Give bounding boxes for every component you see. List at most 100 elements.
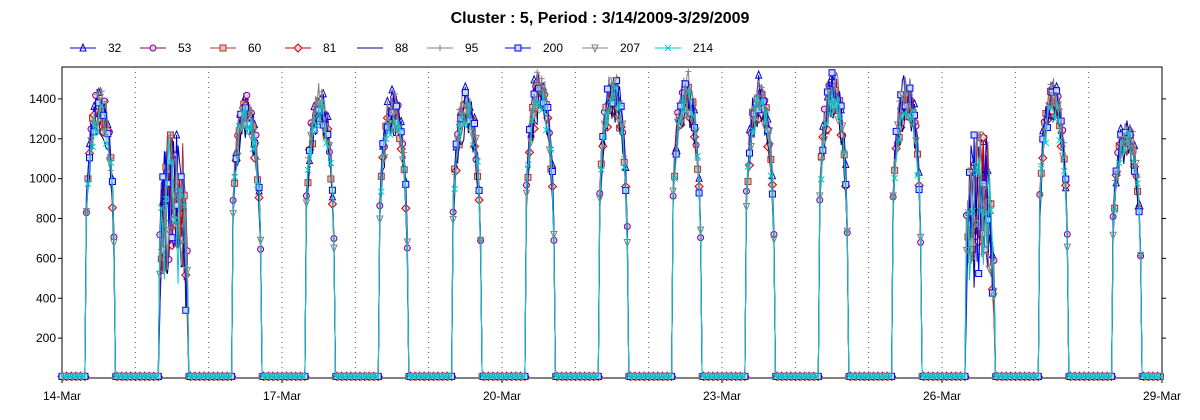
series-point-207 — [389, 109, 398, 119]
series-point-214 — [611, 84, 619, 91]
series-point-214 — [1033, 373, 1041, 380]
series-point-214 — [960, 373, 967, 380]
series-point-207 — [398, 156, 407, 166]
x-tick-label: 20-Mar — [483, 389, 521, 403]
series-point-200 — [159, 173, 167, 181]
series-point-214 — [666, 373, 674, 380]
series-point-95 — [167, 131, 174, 138]
series-point-214 — [767, 172, 775, 180]
series-point-214 — [831, 96, 839, 104]
legend-label-32: 32 — [108, 41, 122, 55]
series-point-207 — [536, 86, 544, 96]
series-point-214 — [982, 209, 990, 216]
series-point-207 — [302, 199, 311, 209]
series-point-207 — [976, 131, 984, 141]
series-point-53 — [243, 91, 251, 99]
legend-label-53: 53 — [178, 41, 192, 55]
series-point-200 — [970, 131, 978, 139]
y-tick-label: 200 — [36, 331, 56, 345]
series-point-95 — [1047, 81, 1054, 88]
series-point-207 — [96, 93, 104, 103]
series-point-214 — [465, 100, 472, 108]
series-point-214 — [245, 123, 252, 131]
series-point-214 — [593, 373, 601, 380]
series-point-214 — [685, 87, 692, 95]
series-point-214 — [836, 113, 843, 120]
series-point-214 — [813, 373, 821, 380]
series-point-207 — [609, 77, 618, 87]
series-point-214 — [373, 373, 381, 380]
series-point-207 — [893, 121, 902, 130]
legend-label-200: 200 — [543, 41, 563, 55]
series-point-214 — [529, 117, 536, 124]
series-point-214 — [542, 126, 550, 134]
series-point-32 — [388, 84, 396, 94]
series-point-214 — [973, 169, 981, 176]
series-point-214 — [474, 158, 481, 165]
series-point-214 — [524, 161, 532, 169]
series-point-200 — [471, 119, 478, 127]
series-point-214 — [895, 136, 903, 144]
series-point-200 — [526, 126, 533, 134]
series-point-207 — [678, 116, 687, 125]
chart-title: Cluster : 5, Period : 3/14/2009-3/29/200… — [450, 10, 750, 27]
series-point-214 — [520, 373, 527, 380]
series-point-214 — [538, 106, 546, 114]
series-point-95 — [534, 69, 541, 76]
series-point-214 — [900, 109, 908, 117]
series-point-95 — [832, 77, 839, 84]
y-tick-label: 1000 — [29, 172, 56, 186]
series-point-207 — [311, 111, 320, 121]
series-point-200 — [548, 167, 556, 175]
series-point-214 — [451, 185, 458, 193]
series-point-214 — [597, 166, 605, 173]
series-point-214 — [978, 207, 986, 215]
series-point-214 — [89, 143, 96, 151]
series-line-214 — [62, 85, 1161, 377]
series-point-214 — [391, 117, 399, 125]
series-point-214 — [322, 139, 330, 147]
series-point-207 — [600, 120, 609, 130]
legend-marker-32 — [79, 42, 87, 52]
x-tick-label: 14-Mar — [43, 389, 81, 403]
series-point-214 — [249, 145, 257, 153]
series-point-207 — [178, 236, 187, 246]
series-point-214 — [964, 208, 972, 216]
series-point-214 — [1060, 167, 1068, 175]
series-point-214 — [694, 152, 701, 160]
series-point-207 — [985, 265, 994, 274]
series-point-214 — [891, 174, 898, 182]
series-point-214 — [387, 131, 394, 139]
series-point-214 — [1125, 128, 1132, 136]
series-point-214 — [616, 100, 623, 107]
series-point-207 — [1132, 159, 1140, 169]
series-point-214 — [671, 175, 678, 182]
series-point-214 — [602, 108, 610, 116]
series-point-214 — [1056, 137, 1063, 144]
legend-marker-81 — [293, 43, 303, 53]
series-point-200 — [892, 127, 900, 135]
series-point-214 — [1157, 373, 1164, 380]
series-point-214 — [93, 128, 101, 136]
legend-label-60: 60 — [248, 41, 262, 55]
series-point-95 — [1056, 106, 1063, 113]
x-tick-label: 17-Mar — [263, 389, 301, 403]
series-point-214 — [396, 124, 403, 132]
series-point-214 — [914, 171, 921, 179]
series-point-214 — [1037, 165, 1045, 172]
series-point-214 — [1042, 139, 1050, 147]
series-point-207 — [669, 187, 677, 197]
y-tick-label: 400 — [36, 291, 56, 305]
series-point-214 — [987, 206, 995, 214]
series-point-214 — [240, 109, 248, 117]
series-point-214 — [153, 373, 161, 380]
series-point-95 — [392, 90, 399, 97]
series-point-95 — [896, 98, 903, 105]
series-point-214 — [300, 373, 307, 380]
x-tick-label: 29-Mar — [1143, 389, 1181, 403]
series-point-214 — [909, 106, 917, 114]
series-point-214 — [254, 181, 261, 188]
series-point-207 — [903, 103, 911, 112]
x-tick-label: 26-Mar — [923, 389, 961, 403]
